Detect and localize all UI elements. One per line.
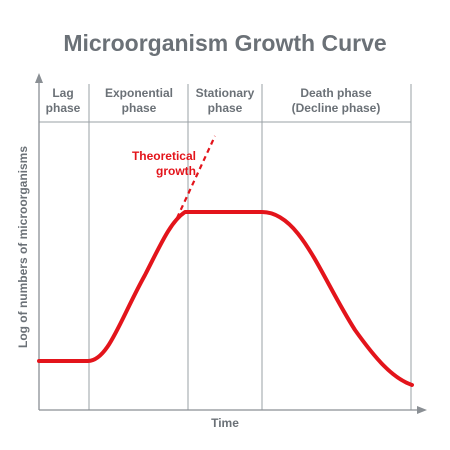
phase-label-exponential-line1: Exponential (105, 86, 173, 100)
x-axis-arrow-icon (417, 406, 427, 414)
theoretical-growth-label-line1: Theoretical (132, 149, 196, 163)
phase-label-lag-line2: phase (46, 101, 81, 115)
phase-label-stationary-line2: phase (208, 101, 243, 115)
phase-label-exponential-line2: phase (122, 101, 157, 115)
x-axis-label: Time (211, 416, 239, 430)
phase-label-death-line1: Death phase (300, 86, 372, 100)
y-axis-arrow-icon (35, 73, 43, 83)
growth-curve-line (37, 210, 414, 387)
theoretical-growth-label-line2: growth (156, 164, 196, 178)
diagram-title: Microorganism Growth Curve (63, 30, 387, 56)
phase-label-stationary-line1: Stationary (196, 86, 255, 100)
y-axis-label: Log of numbers of microorganisms (16, 146, 30, 348)
phase-label-death-line2: (Decline phase) (292, 101, 381, 115)
theoretical-growth-line (176, 135, 216, 219)
phase-label-lag-line1: Lag (52, 86, 73, 100)
